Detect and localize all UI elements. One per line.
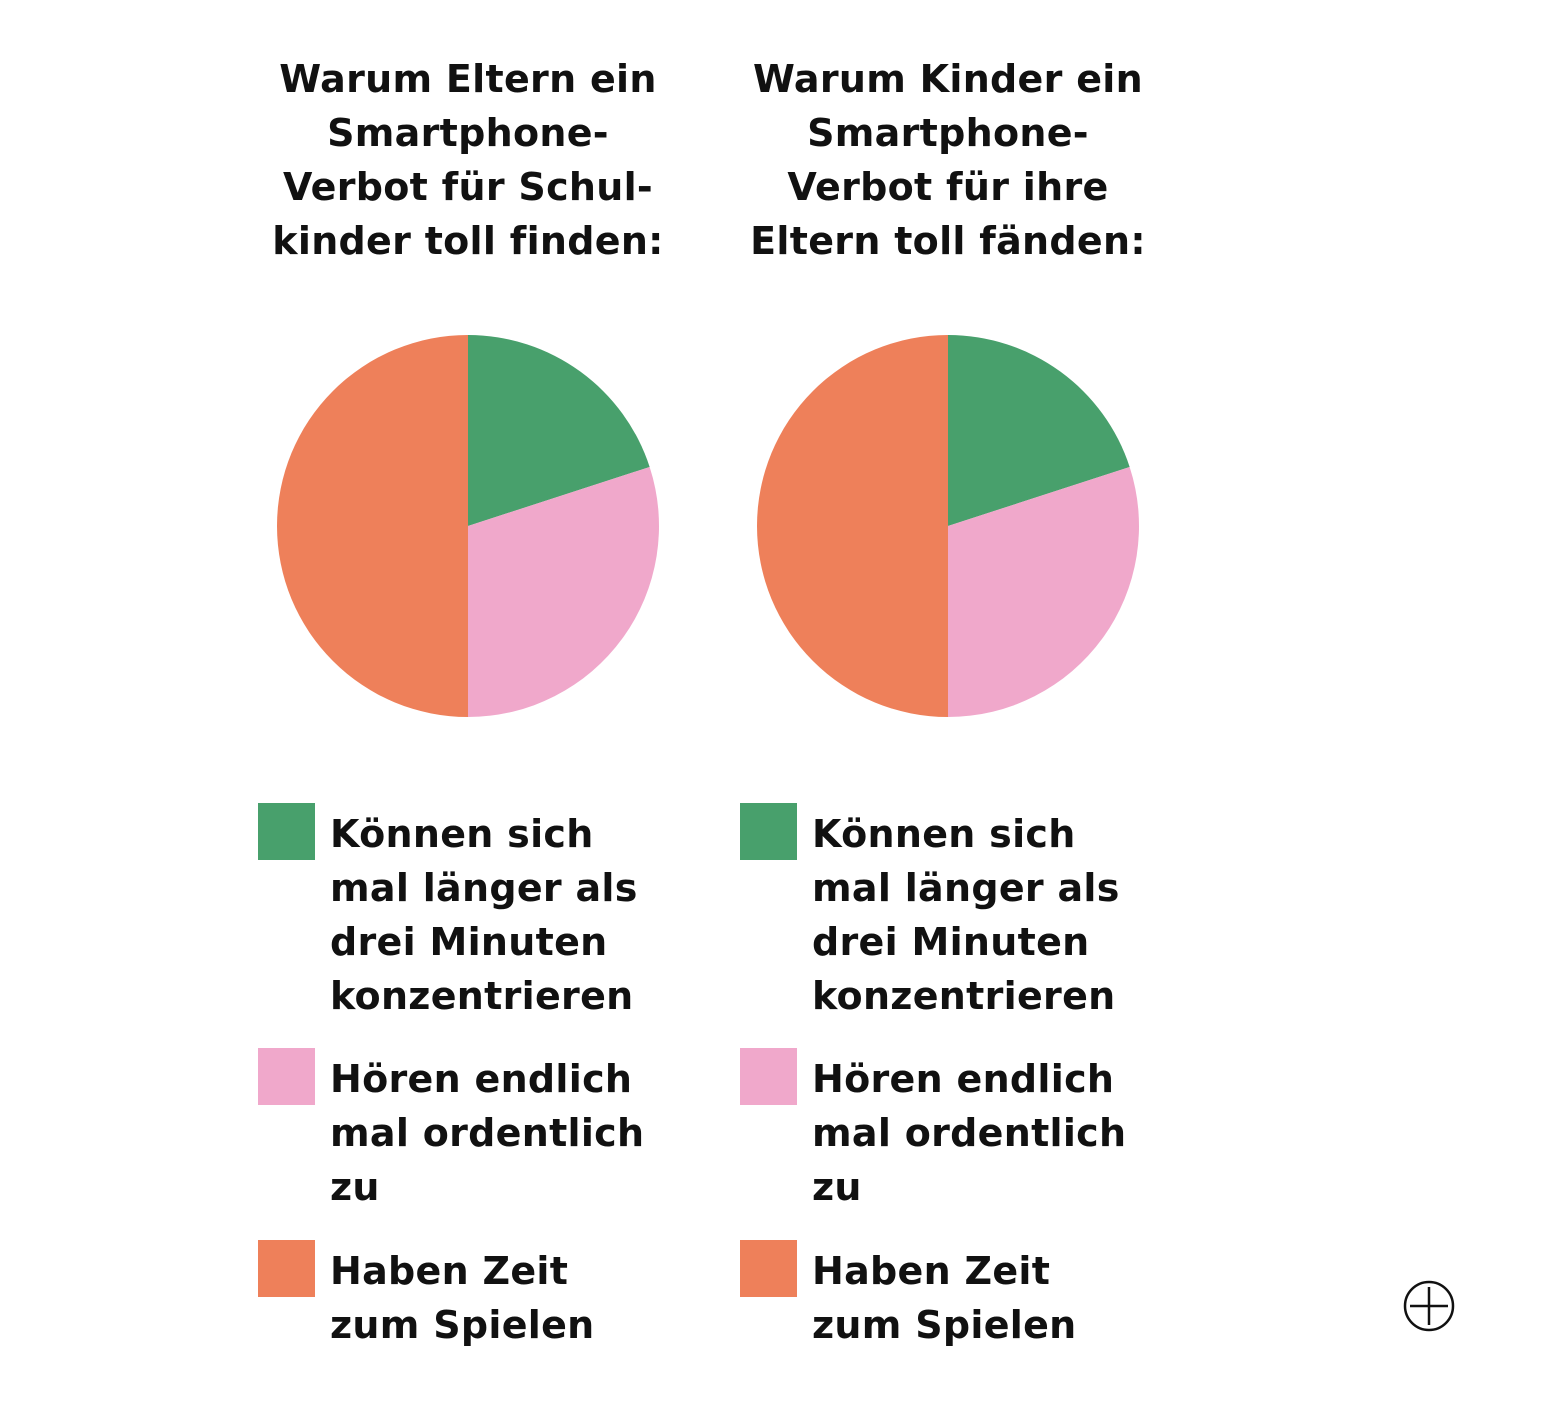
legend-swatch <box>740 803 797 860</box>
legend-swatch <box>258 1048 315 1105</box>
circle-plus-icon <box>1403 1280 1455 1332</box>
pie-slice <box>948 466 1139 717</box>
pie-slice <box>757 335 948 717</box>
legend-swatch <box>258 1240 315 1297</box>
pie-slice <box>468 335 650 526</box>
pie-slice <box>468 466 659 717</box>
chart-title: Warum Eltern ein Smartphone- Verbot für … <box>272 57 664 263</box>
pie-slice <box>277 335 468 717</box>
pie-slice <box>948 335 1130 526</box>
chart-children: Warum Kinder ein Smartphone- Verbot für … <box>708 0 1188 1424</box>
zoom-button[interactable] <box>1403 1280 1455 1332</box>
legend-label: Können sich mal länger als drei Minuten … <box>330 812 638 1018</box>
pie-chart <box>757 335 1139 717</box>
legend-label: Können sich mal länger als drei Minuten … <box>812 812 1120 1018</box>
legend-label: Hören endlich mal ordentlich zu <box>812 1057 1127 1209</box>
legend-swatch <box>740 1240 797 1297</box>
pie-chart <box>277 335 659 717</box>
legend-label: Hören endlich mal ordentlich zu <box>330 1057 645 1209</box>
legend-swatch <box>258 803 315 860</box>
legend-label: Haben Zeit zum Spielen <box>330 1249 595 1347</box>
legend-label: Haben Zeit zum Spielen <box>812 1249 1077 1347</box>
chart-parents: Warum Eltern ein Smartphone- Verbot für … <box>228 0 708 1424</box>
chart-title: Warum Kinder ein Smartphone- Verbot für … <box>750 57 1146 263</box>
legend-swatch <box>740 1048 797 1105</box>
